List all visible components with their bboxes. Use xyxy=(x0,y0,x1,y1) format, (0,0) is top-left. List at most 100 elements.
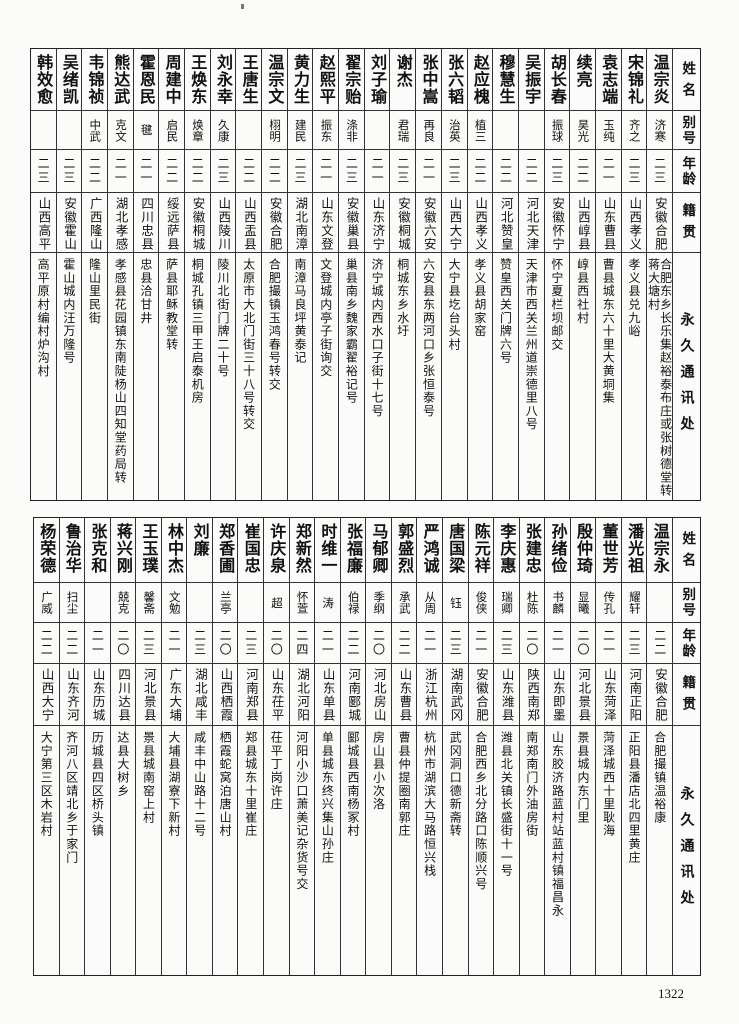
alias-text: 玉纯 xyxy=(602,118,617,142)
alias-cell: 怀萱 xyxy=(289,583,315,623)
name-text: 王玉璞 xyxy=(139,523,159,574)
address-text: 郾城县西南杨冢村 xyxy=(345,731,360,838)
header-cell-native: 籍贯 xyxy=(673,664,700,726)
person-column: 韦锦祯 中武 二二 广西隆山 隆山里民街 xyxy=(81,49,107,500)
name-text: 续亮 xyxy=(573,54,593,88)
age-text: 二一 xyxy=(421,157,436,185)
age-cell: 二三 xyxy=(442,623,468,664)
address-text: 河阳小沙口萧美记杂货号交 xyxy=(294,731,309,891)
name-text: 陈元祥 xyxy=(471,523,491,574)
name-cell: 袁志端 xyxy=(595,49,621,111)
native-text: 四川忠县 xyxy=(139,197,155,251)
address-cell: 山东胶济路蓝村站蓝村镇福昌永 xyxy=(545,726,570,975)
age-text: 二一 xyxy=(422,629,437,657)
native-cell: 绥远萨县 xyxy=(159,193,184,253)
address-cell: 栖霞蛇窝泊唐山村 xyxy=(213,726,238,975)
address-cell: 崞县西社村 xyxy=(570,253,595,500)
name-text: 温宗文 xyxy=(265,54,285,105)
address-text: 栖霞蛇窝泊唐山村 xyxy=(218,731,233,838)
person-column: 郑新然 怀萱 二四 湖北河阳 河阳小沙口萧美记杂货号交 xyxy=(288,518,315,975)
name-cell: 赵应槐 xyxy=(467,49,493,111)
person-column: 谢杰 君瑞 二三 安徽桐城 桐城东乡水圩 xyxy=(389,49,416,500)
name-cell: 张克和 xyxy=(85,518,110,583)
age-cell: 二一 xyxy=(416,150,441,193)
address-cell: 孝感县花园镇东南陡杨山四知堂药局转 xyxy=(108,253,133,500)
header-cell-age: 年龄 xyxy=(673,623,700,664)
address-cell: 潍县北关镇长盛街十一号 xyxy=(494,726,519,975)
age-text: 二〇 xyxy=(524,629,539,657)
age-cell: 二三 xyxy=(544,150,570,193)
age-text: 二一 xyxy=(318,157,333,185)
name-cell: 张建忠 xyxy=(519,518,545,583)
header-cell-age: 年龄 xyxy=(673,150,700,193)
address-cell: 景县城南窑上村 xyxy=(136,726,161,975)
alias-cell: 久康 xyxy=(210,111,236,150)
alias-cell: 君瑞 xyxy=(390,111,416,150)
native-cell: 山西高平 xyxy=(30,193,56,253)
header-cell-name: 姓名 xyxy=(673,49,700,111)
age-text: 二三 xyxy=(447,157,462,185)
name-text: 鲁治华 xyxy=(62,523,82,574)
native-cell: 河北景县 xyxy=(136,664,161,726)
address-cell: 桐城东乡水圩 xyxy=(390,253,415,500)
address-text: 合肥西乡北分路口陈顺兴号 xyxy=(473,731,488,891)
person-column: 孙绪俭 书麟 二一 山东即墨 山东胶济路蓝村站蓝村镇福昌永 xyxy=(544,518,570,975)
native-cell: 浙江杭州 xyxy=(417,664,442,726)
native-cell: 广东大埔 xyxy=(161,664,187,726)
age-text: 二二 xyxy=(397,629,412,657)
native-text: 河南郑县 xyxy=(243,668,259,722)
person-column: 韩效愈 二三 山西高平 高平原村编村炉沟村 xyxy=(30,49,56,500)
alias-text: 克文 xyxy=(113,118,128,142)
name-cell: 刘永幸 xyxy=(210,49,236,111)
name-text: 宋锦礼 xyxy=(624,54,644,105)
header-label: 年龄 xyxy=(679,627,696,659)
age-cell: 二二 xyxy=(236,150,261,193)
address-cell: 巢县南乡魏家霸翟裕记号 xyxy=(339,253,364,500)
address-cell: 大埔县湖寮下新村 xyxy=(162,726,187,975)
address-text: 景县城南窑上村 xyxy=(141,731,156,825)
age-cell: 二一 xyxy=(85,623,110,664)
native-text: 广西隆山 xyxy=(87,197,103,251)
age-cell: 二三 xyxy=(441,150,467,193)
person-column: 温宗炎 济寒 二三 安徽合肥 合肥东乡长乐集赵裕泰布庄或张树德堂转 蒋大塘村 xyxy=(646,49,672,500)
address-cell: 齐河八区靖北乡于家门 xyxy=(60,726,85,975)
person-column: 鲁治华 扫尘 二二 山东齐河 齐河八区靖北乡于家门 xyxy=(58,518,85,975)
native-text: 陕西南郑 xyxy=(525,668,541,722)
address-text: 桐城东乡水圩 xyxy=(395,258,410,338)
address-text: 景县城内东门里 xyxy=(576,731,591,825)
scan-mark xyxy=(241,4,244,9)
age-text: 二三 xyxy=(141,629,156,657)
person-column: 霍恩民毽二一 四川忠县 忠县洽甘井 xyxy=(132,49,159,500)
alias-cell xyxy=(56,111,82,150)
address-cell: 济宁城内西水口子街十七号 xyxy=(365,253,390,500)
alias-cell: 昊光 xyxy=(570,111,595,150)
person-column: 殷仲琦 显曦 二〇 河北景县 景县城内东门里 xyxy=(569,518,596,975)
native-cell: 山东曹县 xyxy=(595,193,621,253)
native-cell: 山西陵川 xyxy=(210,193,236,253)
name-text: 李庆惠 xyxy=(497,523,517,574)
header-label: 别号 xyxy=(679,587,696,618)
alias-text: 启民 xyxy=(165,118,180,142)
native-text: 浙江杭州 xyxy=(422,668,438,722)
alias-text: 传孔 xyxy=(602,591,617,614)
alias-text: 齐之 xyxy=(627,118,642,142)
header-label: 年龄 xyxy=(679,155,696,187)
name-cell: 温宗炎 xyxy=(647,49,672,111)
name-cell: 陈元祥 xyxy=(468,518,494,583)
name-text: 潘光祖 xyxy=(625,523,645,574)
name-text: 韦锦祯 xyxy=(85,54,105,105)
address-cell: 武冈洞口德新斋转 xyxy=(443,726,468,975)
native-text: 河北赞皇 xyxy=(498,197,514,251)
alias-cell: 馨斋 xyxy=(136,583,161,623)
address-text: 潍县北关镇长盛街十一号 xyxy=(499,731,514,878)
alias-cell: 文勉 xyxy=(161,583,187,623)
alias-text: 济寒 xyxy=(653,118,668,142)
native-text: 河北景县 xyxy=(141,668,157,722)
alias-cell: 中武 xyxy=(82,111,107,150)
name-cell: 王唐生 xyxy=(236,49,261,111)
native-text: 广东大埔 xyxy=(167,668,183,722)
native-text: 山西盂县 xyxy=(241,197,257,251)
alias-text: 俊侠 xyxy=(474,591,489,614)
native-cell: 山西盂县 xyxy=(236,193,261,253)
address-text: 孝义县胡家窑 xyxy=(472,258,487,338)
